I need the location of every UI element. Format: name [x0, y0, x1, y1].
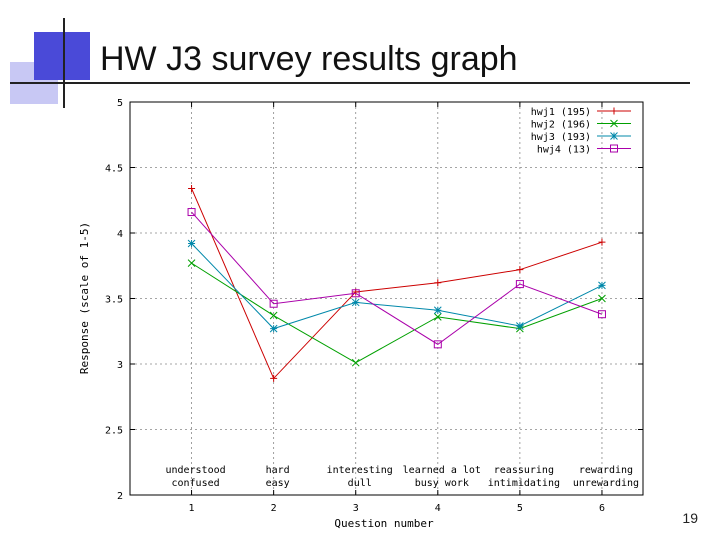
- category-label-bottom: intimidating: [488, 478, 560, 489]
- category-label-top: learned a lot: [403, 465, 481, 476]
- data-point: [516, 322, 524, 330]
- series-line: [191, 188, 603, 380]
- data-point: [598, 281, 606, 290]
- x-tick-label: 2: [271, 503, 277, 514]
- series-4: [187, 208, 606, 349]
- category-label-top: understood: [165, 465, 225, 476]
- x-tick-label: 3: [353, 503, 359, 514]
- legend-label: hwj3 (193): [531, 132, 591, 143]
- data-point: [597, 310, 606, 319]
- data-point: [188, 184, 196, 192]
- x-tick-label: 6: [599, 503, 605, 514]
- series-line: [191, 262, 603, 364]
- x-tick-label: 1: [189, 503, 195, 514]
- legend-marker: [610, 119, 618, 128]
- legend-marker: [610, 132, 618, 140]
- decor-vertical-line: [63, 18, 65, 108]
- chart-grid: [130, 101, 643, 496]
- data-point: [187, 259, 196, 267]
- y-tick-label: 4: [117, 229, 123, 240]
- category-label-bottom: easy: [266, 478, 290, 489]
- decor-horizontal-line: [10, 82, 690, 84]
- series-group: [187, 184, 606, 382]
- x-axis-label: Question number: [334, 517, 434, 530]
- legend-label: hwj4 (13): [537, 145, 591, 156]
- y-tick-label: 3.5: [105, 295, 123, 306]
- data-point: [433, 306, 442, 315]
- category-label-top: rewarding: [579, 465, 633, 476]
- data-point: [269, 311, 278, 320]
- y-axis-label: Response (scale of 1-5): [78, 222, 91, 374]
- y-tick-label: 2: [117, 491, 123, 502]
- category-label-top: hard: [266, 465, 290, 476]
- data-point: [434, 279, 442, 287]
- data-point: [270, 374, 278, 382]
- series-1: [188, 184, 606, 382]
- y-axis-ticks: 2 2.5 3 3.5 4 4.5 5: [105, 98, 643, 502]
- data-point: [598, 238, 606, 246]
- data-point: [433, 340, 442, 349]
- slide-title: HW J3 survey results graph: [100, 40, 518, 78]
- data-point: [187, 239, 196, 248]
- legend-marker: [610, 144, 618, 153]
- data-point: [269, 299, 278, 308]
- legend-marker: [610, 107, 618, 115]
- category-labels: understood confused hard easy interesting dul…: [165, 465, 639, 489]
- series-3: [187, 239, 606, 333]
- data-point: [187, 208, 196, 217]
- x-axis-ticks: 1 2 3 4 5 6: [189, 102, 605, 514]
- category-label-top: interesting: [327, 465, 393, 476]
- data-point: [515, 280, 524, 289]
- page-number: 19: [682, 510, 698, 526]
- x-tick-label: 5: [517, 503, 523, 514]
- y-tick-label: 4.5: [105, 164, 123, 175]
- y-tick-label: 3: [117, 360, 123, 371]
- category-label-bottom: busy work: [415, 478, 469, 489]
- category-label-top: reassuring: [494, 465, 554, 476]
- data-point: [598, 294, 606, 303]
- legend-label: hwj1 (195): [531, 107, 591, 118]
- series-2: [187, 259, 606, 367]
- series-line: [191, 211, 603, 345]
- data-point: [351, 358, 360, 367]
- data-point: [351, 289, 360, 298]
- x-tick-label: 4: [435, 503, 441, 514]
- category-label-bottom: unrewarding: [573, 478, 639, 489]
- legend-label: hwj2 (196): [531, 120, 591, 131]
- decor-square-blue: [34, 32, 90, 80]
- data-point: [516, 266, 524, 274]
- legend: hwj1 (195) hwj2 (196)hwj3 (193) hwj4 (13): [531, 107, 631, 156]
- y-tick-label: 2.5: [105, 426, 123, 437]
- category-label-bottom: confused: [171, 478, 219, 489]
- data-point: [269, 324, 278, 333]
- data-point: [351, 298, 360, 307]
- category-label-bottom: dull: [348, 478, 372, 489]
- series-line: [191, 243, 603, 330]
- data-point: [433, 312, 442, 321]
- y-tick-label: 5: [117, 98, 123, 109]
